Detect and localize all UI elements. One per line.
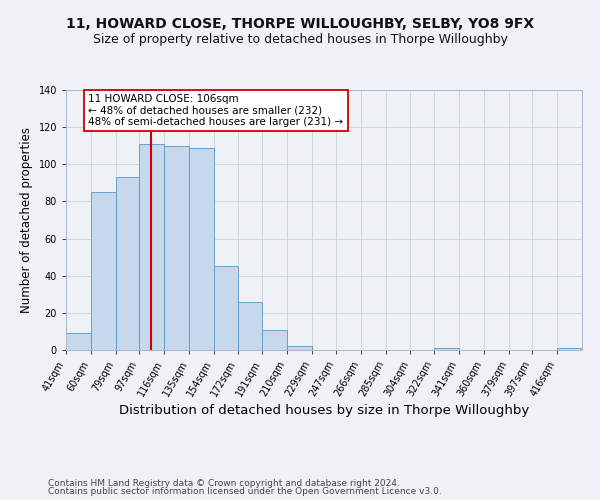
Bar (139, 144, 164, 350)
Text: Size of property relative to detached houses in Thorpe Willoughby: Size of property relative to detached ho… (92, 32, 508, 46)
Bar (287, 346, 312, 350)
Bar (189, 148, 214, 350)
Bar (116, 178, 139, 350)
Bar (434, 348, 459, 350)
Bar (262, 330, 287, 350)
Bar (91, 192, 116, 350)
Bar (214, 266, 238, 350)
Bar (557, 348, 582, 350)
Text: Contains HM Land Registry data © Crown copyright and database right 2024.: Contains HM Land Registry data © Crown c… (48, 478, 400, 488)
Y-axis label: Number of detached properties: Number of detached properties (20, 127, 33, 313)
Bar (238, 302, 262, 350)
Bar (66, 334, 91, 350)
Bar (164, 146, 189, 350)
Text: 11, HOWARD CLOSE, THORPE WILLOUGHBY, SELBY, YO8 9FX: 11, HOWARD CLOSE, THORPE WILLOUGHBY, SEL… (66, 18, 534, 32)
Text: Contains public sector information licensed under the Open Government Licence v3: Contains public sector information licen… (48, 487, 442, 496)
Text: 11 HOWARD CLOSE: 106sqm
← 48% of detached houses are smaller (232)
48% of semi-d: 11 HOWARD CLOSE: 106sqm ← 48% of detache… (88, 94, 343, 127)
X-axis label: Distribution of detached houses by size in Thorpe Willoughby: Distribution of detached houses by size … (119, 404, 529, 416)
